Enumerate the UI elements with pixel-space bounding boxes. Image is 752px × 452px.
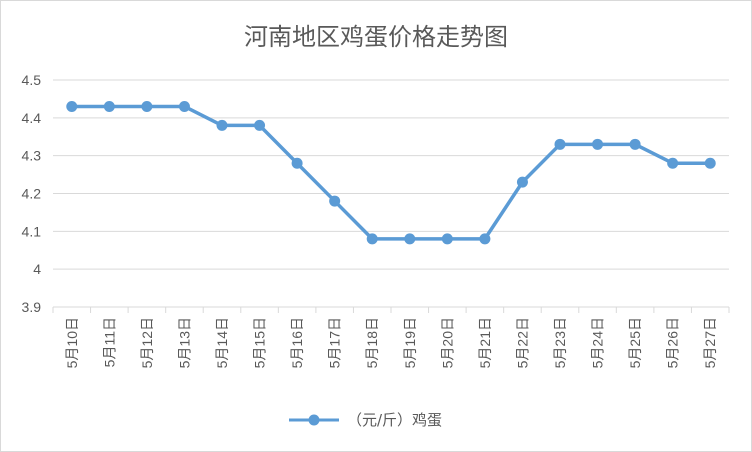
data-point [441,233,453,245]
y-tick-label: 4.2 [22,186,42,202]
legend: （元/斤）鸡蛋 [289,411,442,429]
x-tick-label: 5月25日 [627,317,643,368]
x-tick-label: 5月26日 [665,317,681,368]
data-point [254,119,266,131]
x-tick-label: 5月24日 [590,317,606,368]
data-point [592,138,604,150]
x-tick-label: 5月10日 [64,317,80,368]
x-tick-label: 5月20日 [439,317,455,368]
legend-label: （元/斤）鸡蛋 [347,411,442,429]
data-point [629,138,641,150]
chart-title: 河南地区鸡蛋价格走势图 [244,23,508,51]
data-point [216,119,228,131]
data-point [141,100,153,112]
data-point [404,233,416,245]
y-tick-label: 3.9 [22,299,42,315]
x-tick-label: 5月18日 [364,317,380,368]
data-point [479,233,491,245]
gridlines [53,79,729,308]
x-tick-label: 5月12日 [139,317,155,368]
y-tick-label: 4.1 [22,223,42,239]
x-tick-label: 5月22日 [514,317,530,368]
series-egg-price [66,100,716,245]
data-point [704,157,716,169]
x-tick-label: 5月23日 [552,317,568,368]
legend-marker [308,414,320,426]
data-point [66,100,78,112]
x-tick-label: 5月11日 [101,317,117,367]
x-tick-label: 5月19日 [402,317,418,368]
data-point [329,195,341,207]
x-tick-label: 5月14日 [214,317,230,368]
x-tick-label: 5月17日 [327,317,343,368]
y-tick-label: 4.3 [22,148,42,164]
series-line [70,104,712,241]
data-point [291,157,303,169]
data-point [366,233,378,245]
data-point [667,157,679,169]
data-point [103,100,115,112]
x-tick-label: 5月16日 [289,317,305,368]
data-point [516,176,528,188]
x-tick-label: 5月15日 [252,317,268,368]
x-tick-label: 5月21日 [477,317,493,368]
y-tick-label: 4 [33,261,41,277]
y-axis: 3.9 4 4.1 4.2 4.3 4.4 4.5 [22,72,42,315]
y-tick-label: 4.4 [22,110,42,126]
data-point [178,100,190,112]
x-tick-label: 5月13日 [176,317,192,368]
y-tick-label: 4.5 [22,72,42,88]
x-tick-label: 5月27日 [702,317,718,368]
data-point [554,138,566,150]
x-axis: 5月10日 5月11日 5月12日 5月13日 5月14日 5月15日 5月16日 5月17日… [52,307,730,368]
